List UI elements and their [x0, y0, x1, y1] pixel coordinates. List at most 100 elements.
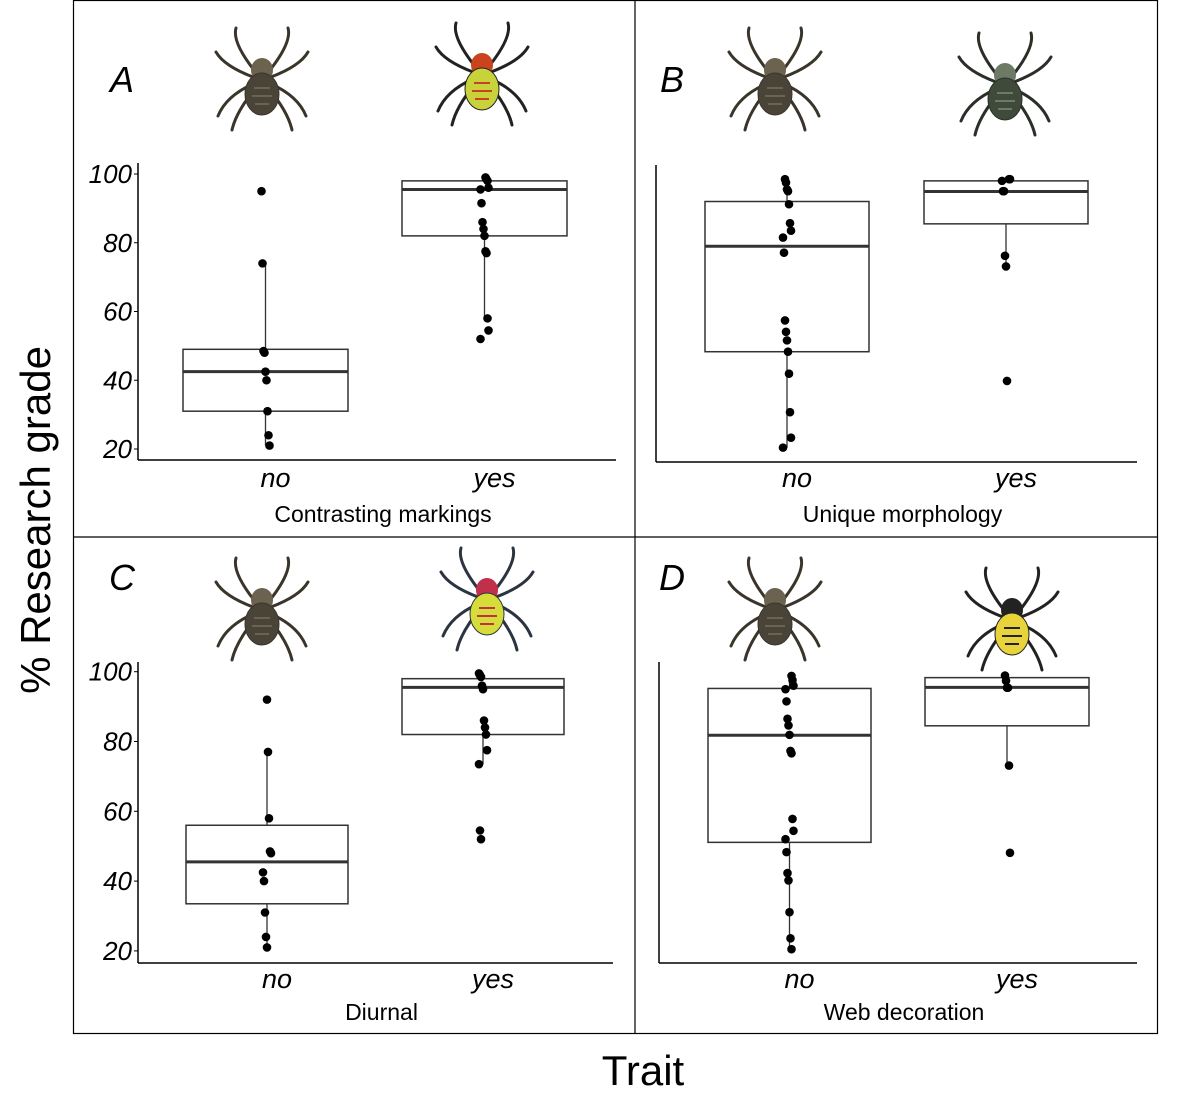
argiope-spider-image — [964, 566, 1060, 672]
x-category-label: yes — [470, 964, 514, 994]
panel-letter: D — [659, 557, 685, 598]
data-point — [259, 876, 269, 886]
spider-markings — [252, 87, 272, 105]
data-point — [785, 907, 794, 917]
spider-abdomen — [987, 77, 1023, 121]
data-point — [780, 316, 790, 325]
data-point — [783, 714, 792, 724]
data-point — [785, 218, 795, 228]
spider-markings — [765, 617, 785, 635]
x-category-label: no — [782, 463, 812, 493]
panel-x-label: Diurnal — [345, 999, 418, 1025]
x-category-label: yes — [471, 463, 515, 493]
data-point — [788, 814, 797, 824]
data-point — [779, 248, 789, 258]
data-point — [1001, 262, 1011, 271]
spider-leg — [746, 26, 769, 72]
data-point — [262, 695, 272, 704]
unique-morphology-spider-image — [957, 31, 1053, 137]
data-point — [482, 745, 492, 755]
data-point — [483, 176, 492, 186]
data-point — [264, 813, 274, 823]
data-point — [784, 369, 794, 379]
spider-leg — [781, 556, 804, 602]
spider-leg — [983, 566, 1006, 612]
spider-leg — [1012, 55, 1053, 84]
y-tick-label: 60 — [103, 297, 132, 327]
data-point — [477, 198, 486, 208]
spider-abdomen — [244, 72, 280, 116]
data-point — [483, 314, 492, 323]
data-point — [784, 721, 793, 730]
data-point — [1001, 676, 1011, 686]
data-point — [476, 334, 485, 344]
data-point — [999, 186, 1009, 196]
data-point — [478, 217, 487, 227]
data-point — [787, 944, 796, 954]
data-point — [482, 248, 491, 258]
spider-leg — [439, 570, 480, 599]
spider-leg — [268, 26, 291, 72]
x-category-label: no — [260, 463, 290, 493]
orb-weaver-spider-image — [727, 556, 823, 662]
diurnal-spider-image — [439, 546, 535, 652]
x-category-label: yes — [994, 964, 1038, 994]
spider-leg — [964, 590, 1005, 619]
spider-abdomen — [757, 602, 793, 646]
data-point — [264, 430, 273, 440]
spider-leg — [494, 570, 535, 599]
spider-leg — [1018, 566, 1041, 612]
y-tick-label: 100 — [89, 159, 133, 189]
data-point — [484, 326, 493, 335]
spider-abdomen — [469, 592, 505, 636]
spider-abdomen — [994, 612, 1030, 656]
x-category-label: yes — [993, 463, 1037, 493]
spider-leg — [957, 55, 998, 84]
spider-leg — [269, 50, 310, 79]
data-point — [786, 934, 795, 943]
y-tick-label: 40 — [103, 365, 132, 395]
spider-abdomen — [244, 602, 280, 646]
spider-markings — [472, 82, 492, 100]
spider-leg — [976, 31, 999, 77]
data-point — [476, 185, 485, 194]
y-tick-label: 20 — [102, 434, 132, 464]
data-point — [997, 176, 1007, 186]
data-point — [261, 367, 270, 376]
data-point — [781, 327, 791, 337]
data-point — [263, 747, 273, 757]
data-point — [783, 868, 792, 878]
data-point — [1000, 251, 1010, 261]
panel-letter: B — [660, 59, 684, 100]
data-point — [474, 759, 484, 769]
data-point — [781, 684, 790, 694]
data-point — [785, 407, 795, 417]
data-point — [781, 834, 790, 844]
spider-leg — [781, 26, 804, 72]
data-point — [1003, 683, 1013, 693]
spider-leg — [1019, 590, 1060, 619]
y-tick-label: 20 — [102, 936, 132, 966]
spider-abdomen — [464, 67, 500, 111]
data-point — [784, 876, 793, 885]
data-point — [478, 684, 488, 694]
data-point — [479, 224, 488, 234]
data-point — [257, 186, 266, 196]
data-point — [789, 826, 798, 836]
spider-leg — [233, 556, 256, 602]
data-point — [258, 868, 268, 877]
data-point — [479, 716, 489, 725]
spider-leg — [453, 21, 476, 67]
spider-leg — [214, 50, 255, 79]
spider-markings — [995, 92, 1015, 110]
data-point — [475, 826, 485, 835]
data-point — [783, 186, 793, 196]
spider-leg — [214, 580, 255, 609]
spider-leg — [488, 21, 511, 67]
data-point — [784, 199, 794, 209]
spider-leg — [727, 50, 768, 79]
panel-letter: A — [108, 59, 134, 100]
panel-C: C 100 80 60 40 20 no yes Diurnal — [89, 546, 613, 1025]
data-point — [778, 443, 788, 452]
data-point — [778, 233, 788, 242]
